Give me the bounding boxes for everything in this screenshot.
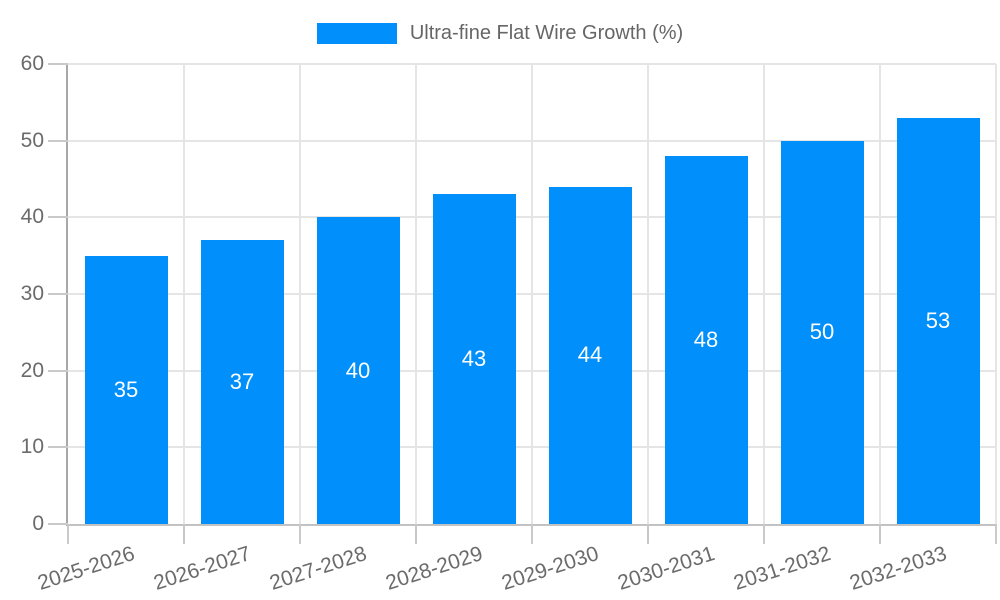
- bar-value-label: 37: [229, 369, 255, 395]
- gridline-vertical: [879, 64, 881, 524]
- x-axis-label: 2028-2029: [382, 542, 486, 595]
- bar-value-label: 35: [113, 376, 139, 402]
- y-axis-tick: [48, 293, 68, 295]
- x-axis-tick: [531, 524, 533, 544]
- x-axis-tick: [183, 524, 185, 544]
- gridline-vertical: [531, 64, 533, 524]
- x-axis-label: 2027-2028: [266, 542, 370, 595]
- y-axis-tick: [48, 446, 68, 449]
- y-axis-tick: [48, 369, 68, 372]
- bar-value-label: 40: [345, 357, 371, 383]
- bar[interactable]: 35: [84, 255, 168, 524]
- gridline-vertical: [763, 64, 765, 524]
- gridline-vertical: [647, 64, 649, 524]
- bar[interactable]: 48: [664, 156, 748, 524]
- y-axis-label: 10: [20, 435, 44, 459]
- x-axis-label: 2032-2033: [846, 542, 950, 595]
- bar[interactable]: 50: [780, 140, 864, 524]
- bar-value-label: 53: [925, 307, 951, 333]
- gridline-vertical: [995, 64, 997, 524]
- legend: Ultra-fine Flat Wire Growth (%): [0, 22, 1000, 44]
- x-axis-label: 2029-2030: [498, 542, 602, 595]
- x-axis-tick: [299, 524, 301, 544]
- legend-item[interactable]: Ultra-fine Flat Wire Growth (%): [316, 21, 684, 44]
- x-axis-label: 2031-2032: [730, 542, 834, 595]
- bar-value-label: 44: [577, 342, 603, 368]
- gridline-vertical: [183, 64, 185, 524]
- y-axis-label: 30: [20, 282, 44, 305]
- bar[interactable]: 44: [548, 186, 632, 524]
- y-axis-tick: [48, 216, 68, 219]
- y-axis-label: 0: [32, 512, 44, 535]
- gridline-vertical: [299, 64, 301, 524]
- y-axis-tick: [48, 523, 68, 525]
- y-axis-label: 50: [20, 128, 44, 152]
- x-axis-label: 2025-2026: [34, 542, 138, 595]
- legend-label: Ultra-fine Flat Wire Growth (%): [409, 21, 684, 44]
- gridline-vertical: [415, 64, 417, 524]
- y-axis-label: 20: [20, 358, 44, 382]
- y-axis-label: 60: [20, 52, 44, 75]
- x-axis-label: 2030-2031: [614, 542, 718, 595]
- x-axis-tick: [995, 524, 997, 544]
- bar-value-label: 43: [461, 346, 487, 372]
- y-axis-label: 40: [20, 205, 44, 229]
- x-axis-tick: [415, 524, 417, 544]
- x-axis-label: 2026-2027: [150, 542, 254, 595]
- x-axis-tick: [879, 524, 881, 544]
- y-axis-tick: [48, 139, 68, 142]
- y-axis-line: [66, 64, 68, 526]
- x-axis-tick: [67, 524, 69, 544]
- x-axis-tick: [647, 524, 649, 544]
- x-axis-tick: [763, 524, 765, 544]
- legend-swatch: [316, 22, 397, 44]
- bar[interactable]: 40: [316, 217, 400, 524]
- bar-value-label: 48: [693, 327, 719, 352]
- bar[interactable]: 43: [432, 194, 516, 524]
- bar-value-label: 50: [809, 319, 835, 345]
- bar[interactable]: 53: [896, 117, 980, 524]
- y-axis-tick: [48, 63, 68, 65]
- bar[interactable]: 37: [200, 240, 284, 524]
